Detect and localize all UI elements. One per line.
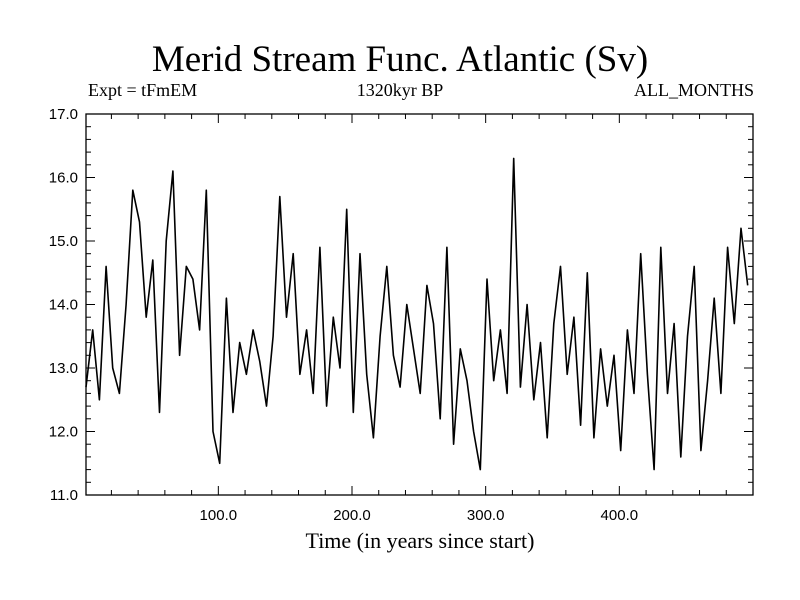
x-tick-label: 200.0 (333, 507, 371, 524)
x-tick-label: 300.0 (467, 507, 505, 524)
experiment-label: Expt = tFmEM (88, 80, 198, 100)
period-label: 1320kyr BP (356, 80, 444, 100)
months-label: ALL_MONTHS (634, 80, 754, 100)
y-tick-label: 16.0 (49, 170, 78, 187)
y-tick-label: 17.0 (49, 106, 78, 123)
y-tick-label: 14.0 (49, 297, 78, 314)
y-tick-label: 13.0 (49, 360, 78, 377)
y-tick-label: 12.0 (49, 424, 78, 441)
x-axis-label: Time (in years since start) (305, 528, 535, 553)
x-tick-label: 100.0 (200, 507, 238, 524)
y-tick-label: 15.0 (49, 233, 78, 250)
series-line (85, 157, 749, 471)
chart-title: Merid Stream Func. Atlantic (Sv) (151, 39, 649, 80)
x-tick-label: 400.0 (601, 507, 639, 524)
plot-frame (85, 113, 754, 496)
y-tick-label: 11.0 (50, 487, 78, 504)
